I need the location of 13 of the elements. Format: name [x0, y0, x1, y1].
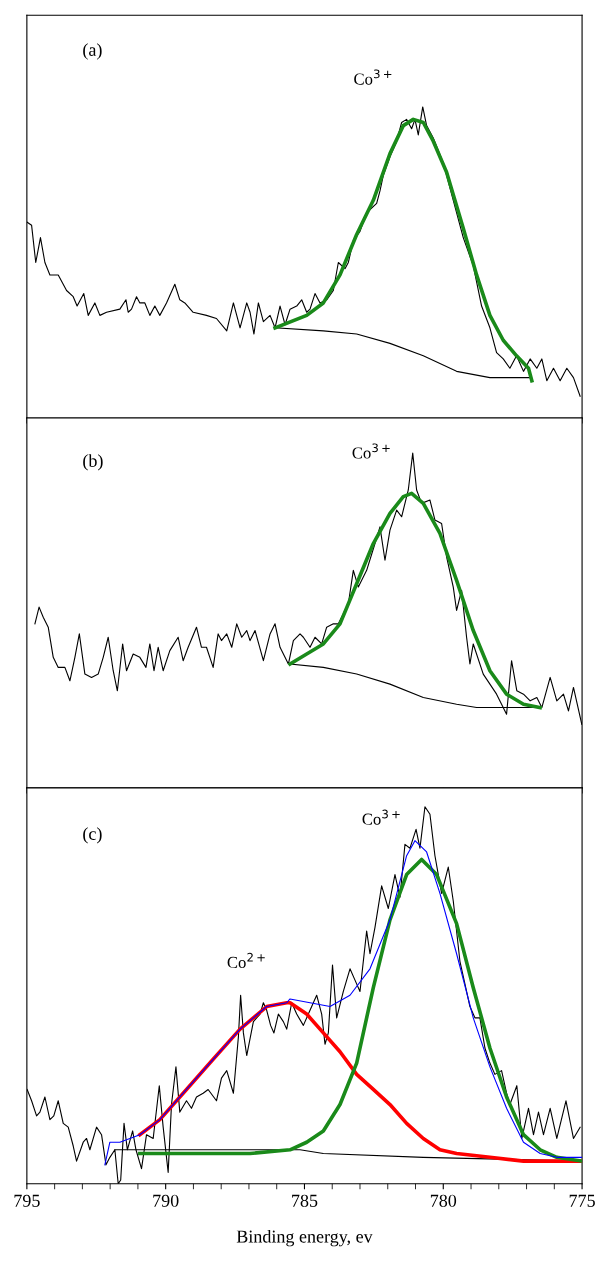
x-tick-label: 780	[430, 1194, 457, 1207]
x-tick-label: 785	[292, 1194, 318, 1207]
annotation: (b)	[83, 454, 103, 471]
annotation: Co$^{3+}$	[354, 69, 392, 85]
x-tick-label: 790	[153, 1194, 179, 1207]
x-tick-label: 795	[14, 1194, 40, 1207]
annotation: Co$^{3+}$	[352, 443, 390, 459]
annotation: Co$^{3+}$	[362, 809, 400, 825]
annotation: Co$^{2+}$	[227, 952, 265, 969]
text: (a)	[83, 43, 102, 60]
x-tick-label: 775	[569, 1194, 595, 1207]
x-axis-title: Binding energy, ev	[236, 1229, 373, 1247]
annotation: (c)	[83, 827, 102, 844]
